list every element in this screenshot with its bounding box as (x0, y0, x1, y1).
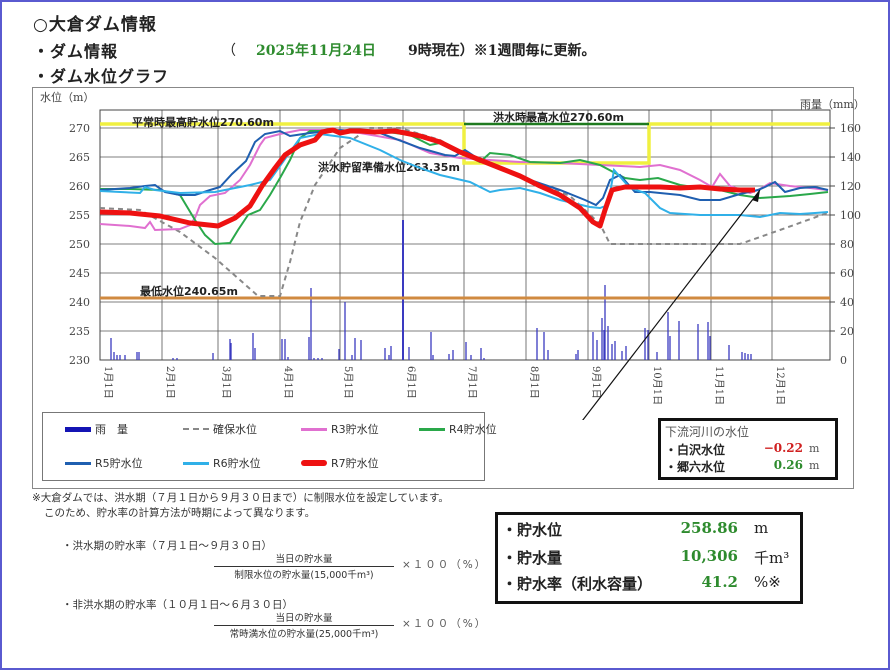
flood-formula-denominator: 制限水位の貯水量(15,000千m³) (234, 570, 374, 581)
nonflood-formula-denominator: 常時満水位の貯水量(25,000千m³) (229, 629, 379, 640)
min-level-label: 最低水位240.65m (140, 284, 238, 298)
svg-text:265: 265 (69, 151, 90, 164)
svg-text:6月1日: 6月1日 (405, 366, 417, 399)
svg-text:140: 140 (840, 151, 861, 164)
svg-text:1月1日: 1月1日 (102, 366, 114, 399)
nonflood-period-title: ・非洪水期の貯水率（１０月１日～６月３０日） (62, 599, 293, 611)
river-goroku-label: ・郷六水位 (665, 460, 726, 474)
graph-heading: ・ダム水位グラフ (33, 67, 170, 86)
svg-text:60: 60 (840, 267, 854, 280)
flood-formula-numerator: 当日の貯水量 (214, 551, 394, 567)
river-panel-title: 下流河川の水位 (665, 425, 750, 439)
svg-text:160: 160 (840, 122, 861, 135)
water-level-chart: 270 265 260 255 250 245 240 235 230 160 140 120 … (69, 109, 861, 420)
current-level-pointer (582, 189, 761, 420)
river-goroku-unit: m (809, 459, 820, 472)
dam-info-heading: ・ダム情報 (33, 42, 119, 61)
storage-volume-value: 10,306 (680, 547, 738, 565)
y2-axis-ticks: 160 140 120 100 80 60 40 20 0 (840, 122, 861, 367)
svg-text:7月1日: 7月1日 (466, 366, 478, 399)
y-axis-label: 水位（m） (40, 91, 95, 104)
storage-rate-label: ・貯水率（利水容量） (502, 575, 653, 593)
chart-legend: 雨 量 確保水位 R3貯水位 R4貯水位 R5貯水位 R6貯水位 R7貯水位 (42, 412, 497, 481)
legend-item-r7: R7貯水位 (301, 455, 379, 471)
storage-level-value: 258.86 (680, 519, 738, 537)
legend-item-assured: 確保水位 (183, 421, 257, 437)
legend-item-r6: R6貯水位 (183, 455, 261, 471)
svg-text:270: 270 (69, 122, 90, 135)
nonflood-period-formula: 当日の貯水量 常時満水位の貯水量(25,000千m³) (214, 610, 394, 640)
legend-swatch-r5 (65, 461, 91, 465)
storage-volume-unit: 千m³ (754, 549, 790, 567)
y2-tick-marks (830, 127, 835, 332)
svg-text:10月1日: 10月1日 (651, 366, 663, 405)
x-axis-ticks: 1月1日 2月1日 3月1日 4月1日 5月1日 6月1日 7月1日 8月1日 … (102, 366, 786, 405)
svg-text:4月1日: 4月1日 (282, 366, 294, 399)
river-goroku-value: 0.26 (773, 458, 803, 472)
storage-level-label: ・貯水位 (502, 521, 563, 539)
storage-level-unit: m (754, 519, 769, 537)
svg-text:11月1日: 11月1日 (713, 366, 725, 405)
svg-text:235: 235 (69, 325, 90, 338)
flood-max-level-label: 洪水時最高水位270.60m (493, 110, 624, 124)
legend-swatch-r4 (419, 427, 445, 431)
rain-bars (110, 220, 752, 360)
chart-container (32, 87, 854, 489)
river-shirasawa-unit: m (809, 442, 820, 455)
downstream-river-panel: 下流河川の水位 ・白沢水位 −0.22 m ・郷六水位 0.26 m (658, 418, 838, 480)
storage-rate-value: 41.2 (701, 573, 738, 591)
flood-period-title: ・洪水期の貯水率（７月１日～９月３０日） (62, 540, 272, 552)
series-r7 (99, 127, 755, 229)
paren-open: （ (222, 43, 236, 59)
flood-formula-multiplier: ×１００（%） (402, 559, 488, 571)
svg-text:0: 0 (840, 354, 847, 367)
river-shirasawa-value: −0.22 (763, 441, 803, 455)
svg-text:255: 255 (69, 209, 90, 222)
legend-swatch-assured (183, 428, 209, 430)
y-axis-ticks: 270 265 260 255 250 245 240 235 230 (69, 122, 90, 367)
legend-swatch-r7 (301, 460, 327, 466)
storage-rate-unit: %※ (754, 573, 781, 591)
svg-text:80: 80 (840, 238, 854, 251)
svg-text:20: 20 (840, 325, 854, 338)
series-r6 (99, 132, 829, 219)
legend-swatch-r6 (183, 461, 209, 465)
nonflood-formula-numerator: 当日の貯水量 (214, 610, 394, 626)
legend-item-rain: 雨 量 (65, 421, 128, 437)
svg-text:8月1日: 8月1日 (528, 366, 540, 399)
svg-text:250: 250 (69, 238, 90, 251)
legend-item-r5: R5貯水位 (65, 455, 143, 471)
river-shirasawa-label: ・白沢水位 (665, 443, 726, 457)
current-storage-panel: ・貯水位 258.86 m ・貯水量 10,306 千m³ ・貯水率（利水容量）… (495, 512, 803, 604)
legend-item-r3: R3貯水位 (301, 421, 379, 437)
y2-axis-label: 雨量（mm） (800, 98, 865, 111)
note-line-1: ※大倉ダムでは、洪水期（７月１日から９月３０日まで）に制限水位を設定しています。 (32, 492, 449, 504)
svg-text:230: 230 (69, 354, 90, 367)
update-date: 2025年11月24日 (256, 43, 376, 59)
normal-max-level-label: 平常時最高貯水位270.60m (132, 115, 274, 129)
svg-text:100: 100 (840, 209, 861, 222)
note-line-2: このため、貯水率の計算方法が時期によって異なります。 (44, 507, 316, 519)
svg-text:40: 40 (840, 296, 854, 309)
series-assured-level (99, 127, 831, 297)
svg-text:260: 260 (69, 180, 90, 193)
flood-prep-level-label: 洪水貯留準備水位263.35m (318, 160, 460, 174)
page-title: ○大倉ダム情報 (33, 15, 157, 35)
svg-text:240: 240 (69, 296, 90, 309)
legend-swatch-r3 (301, 427, 327, 431)
flood-period-formula: 当日の貯水量 制限水位の貯水量(15,000千m³) (214, 551, 394, 581)
nonflood-formula-multiplier: ×１００（%） (402, 618, 488, 630)
svg-text:3月1日: 3月1日 (220, 366, 232, 399)
svg-text:5月1日: 5月1日 (342, 366, 354, 399)
update-time-note: 9時現在）※1週間毎に更新。 (408, 43, 596, 59)
svg-text:9月1日: 9月1日 (590, 366, 602, 399)
svg-text:12月1日: 12月1日 (774, 366, 786, 405)
svg-text:120: 120 (840, 180, 861, 193)
svg-text:2月1日: 2月1日 (164, 366, 176, 399)
legend-swatch-rain (65, 426, 91, 432)
legend-item-r4: R4貯水位 (419, 421, 497, 437)
svg-text:245: 245 (69, 267, 90, 280)
storage-volume-label: ・貯水量 (502, 549, 563, 567)
